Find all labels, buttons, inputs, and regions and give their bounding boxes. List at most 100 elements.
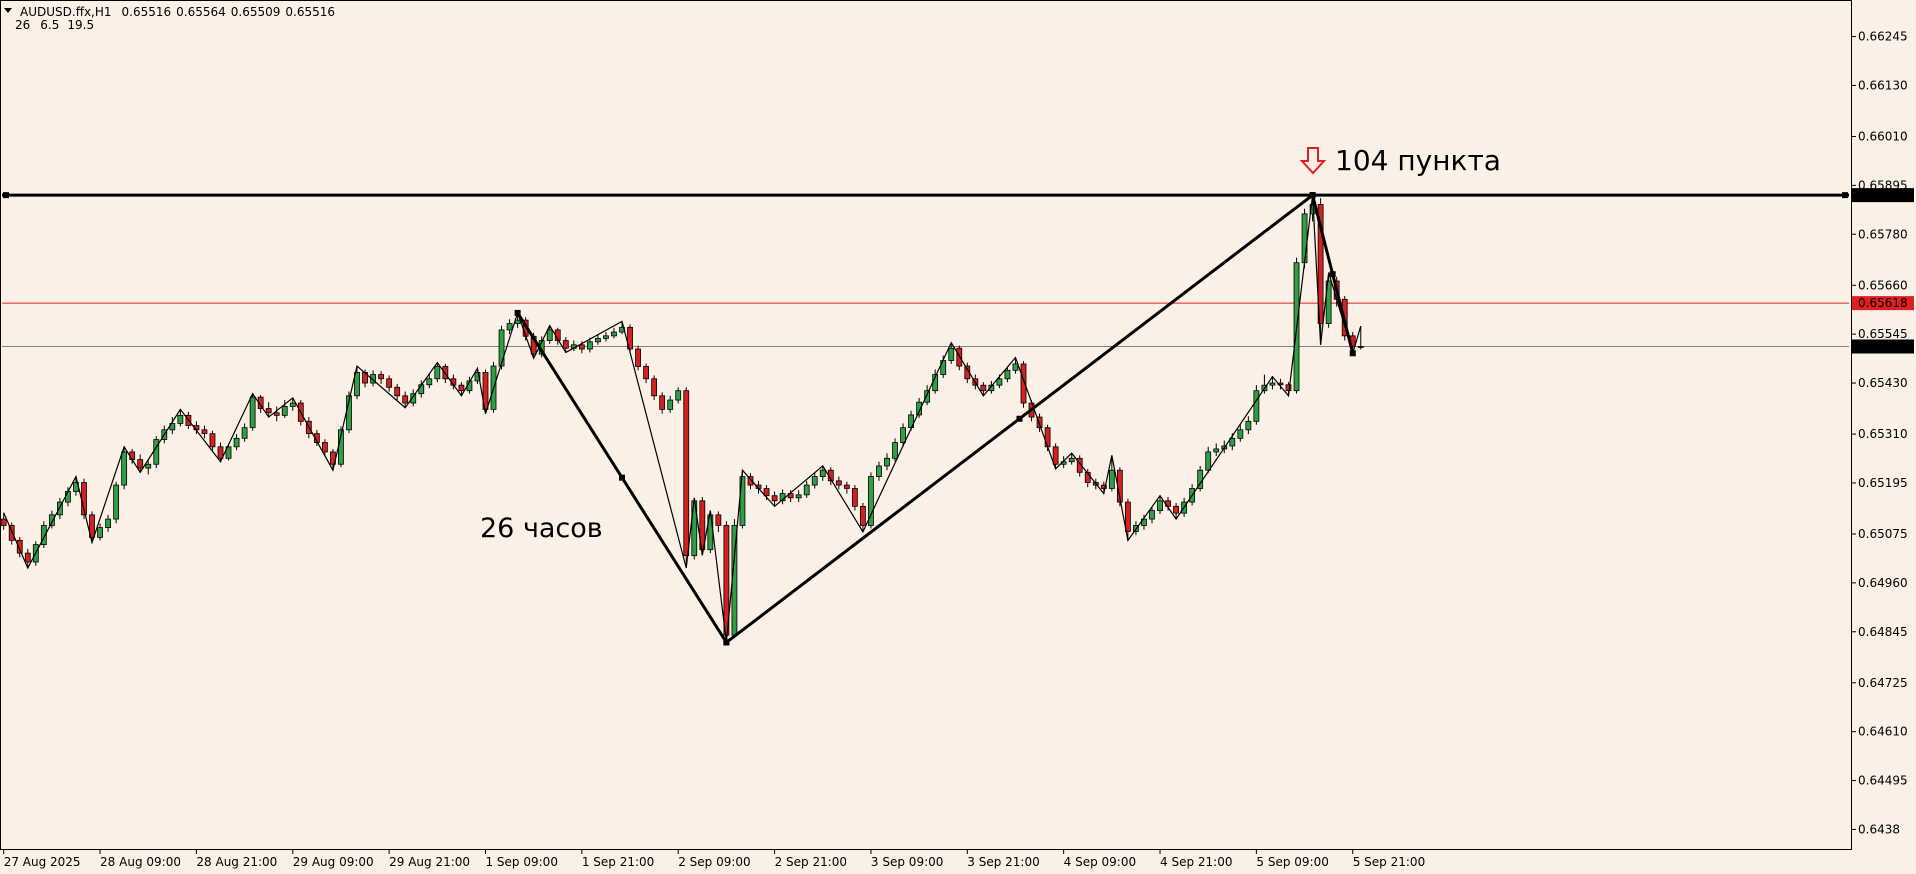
x-tick-label: 28 Aug 09:00 — [100, 855, 181, 869]
candle-body — [723, 525, 730, 636]
candle-body — [771, 495, 778, 502]
candle-body — [137, 459, 144, 469]
trend-handle — [1349, 350, 1356, 357]
candle-body — [1285, 384, 1292, 392]
candle-body — [996, 378, 1003, 386]
y-tick-label: 0.65660 — [1858, 278, 1908, 292]
y-tick-label: 0.64845 — [1858, 625, 1908, 639]
y-tick-label: 0.64960 — [1858, 576, 1908, 590]
trend-handle — [1309, 192, 1316, 199]
candle-body — [892, 442, 898, 459]
level-tag — [1852, 339, 1914, 354]
candle-body — [281, 406, 288, 416]
candle-body — [217, 446, 224, 459]
level-tag-label: 0.65516 — [1858, 339, 1908, 353]
candle-body — [370, 374, 376, 384]
x-tick-label: 3 Sep 09:00 — [871, 855, 943, 869]
candle-body — [546, 329, 553, 341]
candle-body — [313, 433, 320, 443]
level-tag-label: 0.65872 — [1858, 188, 1908, 202]
candle-body — [562, 340, 569, 349]
candle-body — [843, 484, 850, 489]
x-tick-label: 27 Aug 2025 — [4, 855, 81, 869]
candle-body — [900, 427, 906, 443]
candle-body — [868, 476, 874, 526]
candle-body — [1205, 451, 1212, 471]
candle-body — [145, 463, 152, 469]
candle-body — [1213, 448, 1220, 453]
level-tag-label: 0.65618 — [1858, 296, 1908, 310]
plot-area — [0, 192, 1849, 646]
candle-body — [635, 348, 641, 367]
annotation: 104 пункта — [1335, 144, 1501, 177]
candle-body — [249, 396, 256, 429]
candle-body — [803, 484, 810, 496]
level-handle — [3, 192, 9, 199]
annotation: 26 часов — [480, 513, 603, 544]
candle-body — [209, 433, 216, 448]
candle-body — [956, 347, 963, 367]
header-close: 0.65516 — [285, 5, 335, 19]
candle-body — [0, 518, 7, 526]
candle-body — [498, 329, 505, 367]
header-triangle — [4, 8, 12, 13]
candle-body — [474, 372, 481, 382]
indicator-value: 6.5 — [40, 18, 59, 32]
x-tick-label: 29 Aug 09:00 — [293, 855, 374, 869]
level-tag — [1852, 296, 1914, 311]
candle-body — [835, 480, 842, 486]
x-tick-label: 5 Sep 21:00 — [1353, 855, 1425, 869]
candle-body — [1004, 369, 1011, 380]
plot-border — [0, 0, 1852, 850]
y-tick-label: 0.65780 — [1858, 227, 1908, 241]
candle-body — [442, 366, 449, 380]
y-tick-label: 0.65545 — [1858, 327, 1908, 341]
candle-body — [40, 525, 47, 546]
candle-body — [1157, 500, 1163, 511]
y-tick-label: 0.65075 — [1858, 527, 1908, 541]
candle-body — [201, 429, 208, 435]
candle-body — [97, 527, 103, 538]
header-high: 0.65564 — [176, 5, 226, 19]
candle-body — [394, 386, 401, 397]
candle-body — [683, 390, 690, 557]
candle-body — [289, 402, 296, 407]
candle-body — [916, 401, 923, 416]
candle-body — [233, 437, 240, 448]
candle-body — [595, 338, 601, 343]
candle-body — [1325, 280, 1332, 324]
candle-body — [659, 395, 666, 410]
candle-body — [153, 439, 160, 465]
candle-body — [860, 505, 866, 526]
candle-body — [1317, 204, 1324, 324]
candle-body — [603, 335, 609, 339]
candle-body — [1357, 346, 1364, 348]
candle-body — [458, 384, 465, 392]
symbol: AUDUSD.ffx,H1 — [20, 5, 112, 19]
candle-body — [177, 414, 184, 424]
y-tick-label: 0.66010 — [1858, 129, 1908, 143]
trend-handle — [514, 309, 521, 316]
candle-body — [747, 476, 754, 486]
candle-body — [225, 446, 232, 459]
candle-body — [105, 518, 111, 528]
candle-body — [8, 525, 15, 541]
candle-body — [699, 500, 706, 551]
candle-body — [1036, 416, 1043, 429]
candle-body — [89, 514, 95, 538]
x-tick-label: 3 Sep 21:00 — [967, 855, 1039, 869]
candle-body — [482, 372, 489, 410]
x-tick-label: 2 Sep 21:00 — [775, 855, 847, 869]
indicator-value: 26 — [15, 18, 30, 32]
indicator-line: 26 6.5 19.5 — [15, 18, 94, 32]
level-tag — [1852, 188, 1914, 203]
candle-body — [586, 341, 593, 350]
candle-body — [876, 465, 882, 477]
candle-body — [988, 384, 995, 392]
candle-body — [113, 484, 120, 520]
candle-body — [795, 494, 802, 499]
candle-body — [1108, 469, 1115, 489]
candle-body — [506, 323, 513, 331]
